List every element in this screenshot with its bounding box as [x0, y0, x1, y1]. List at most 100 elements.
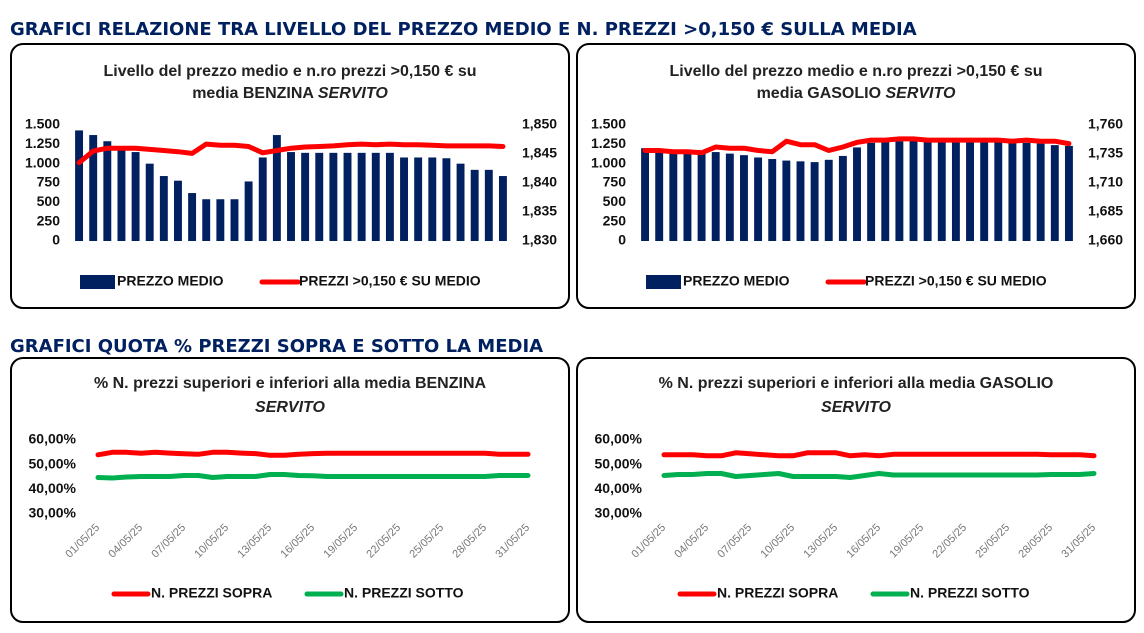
bar — [400, 157, 408, 241]
y-tick-label: 0 — [52, 232, 60, 248]
bar — [683, 151, 692, 241]
bar — [343, 152, 352, 241]
x-tick-label: 13/05/25 — [235, 522, 274, 561]
y2-tick-label: 1,660 — [1088, 232, 1123, 248]
bar — [867, 142, 876, 241]
bar — [768, 159, 777, 241]
x-tick-label: 07/05/25 — [149, 522, 188, 561]
section-heading: GRAFICI RELAZIONE TRA LIVELLO DEL PREZZO… — [10, 19, 917, 40]
line — [661, 471, 1097, 480]
y-tick-label: 250 — [603, 212, 627, 228]
bar — [202, 199, 211, 241]
bar — [244, 181, 253, 241]
bar — [711, 152, 720, 241]
y-tick-label: 0 — [618, 232, 626, 248]
x-tick-label: 16/05/25 — [278, 522, 317, 561]
legend-label: PREZZO MEDIO — [117, 273, 224, 289]
legend-label: PREZZI >0,150 € SU MEDIO — [865, 273, 1047, 289]
bar — [188, 193, 197, 241]
y2-tick-label: 1,710 — [1088, 174, 1123, 190]
x-tick-label: 31/05/25 — [493, 522, 532, 561]
x-tick-label: 01/05/25 — [629, 522, 668, 561]
legend-label: PREZZO MEDIO — [683, 273, 790, 289]
title-part: Livello del prezzo medio e n.ro prezzi >… — [103, 63, 476, 80]
bar — [796, 161, 805, 241]
y-tick-label: 1.500 — [591, 116, 626, 132]
panel — [10, 357, 570, 623]
x-tick-label: 13/05/25 — [801, 522, 840, 561]
chart-title: % N. prezzi superiori e inferiori alla m… — [659, 375, 1054, 392]
bar — [740, 155, 748, 241]
bar — [697, 152, 706, 241]
bar — [853, 147, 861, 241]
y-tick-label: 40,00% — [595, 480, 643, 496]
y-tick-label: 50,00% — [29, 455, 77, 471]
y-tick-label: 1.500 — [25, 116, 60, 132]
x-tick-label: 01/05/25 — [63, 522, 102, 561]
y-tick-label: 1.250 — [591, 135, 626, 151]
y-tick-label: 750 — [37, 174, 61, 190]
bar — [89, 135, 98, 241]
title-part: Livello del prezzo medio e n.ro prezzi >… — [669, 63, 1042, 80]
chart-title: % N. prezzi superiori e inferiori alla m… — [94, 375, 487, 392]
bar — [994, 142, 1003, 241]
bar — [145, 163, 154, 241]
bar — [75, 130, 84, 241]
x-tick-label: 16/05/25 — [844, 522, 883, 561]
bar — [301, 152, 310, 241]
y-tick-label: 1.000 — [591, 154, 626, 170]
y-tick-label: 500 — [603, 193, 627, 209]
panel — [576, 43, 1136, 309]
legend-swatch — [80, 275, 115, 289]
bar — [159, 176, 168, 241]
legend-label: N. PREZZI SOPRA — [717, 585, 838, 601]
section-heading: GRAFICI QUOTA % PREZZI SOPRA E SOTTO LA … — [10, 336, 543, 357]
bar — [655, 149, 664, 241]
y-tick-label: 50,00% — [595, 455, 643, 471]
x-tick-label: 04/05/25 — [672, 522, 711, 561]
line — [642, 136, 1072, 156]
bar — [669, 150, 678, 241]
bar — [216, 199, 225, 241]
y2-tick-label: 1,760 — [1088, 116, 1123, 132]
y2-tick-label: 1,735 — [1088, 145, 1123, 161]
bar — [484, 169, 493, 241]
bar — [357, 152, 366, 241]
legend-swatch — [646, 275, 681, 289]
y-tick-label: 750 — [603, 174, 627, 190]
bar — [951, 140, 960, 241]
bar — [131, 152, 140, 241]
bar — [923, 140, 932, 241]
line — [76, 141, 506, 166]
bar — [287, 152, 295, 241]
bar — [103, 141, 112, 241]
legend-label: N. PREZZI SOTTO — [910, 585, 1030, 601]
bar — [725, 153, 734, 241]
bar — [1050, 145, 1059, 241]
line — [95, 449, 531, 458]
chart-title: Livello del prezzo medio e n.ro prezzi >… — [103, 63, 476, 80]
y2-tick-label: 1,835 — [522, 203, 557, 219]
line — [661, 450, 1097, 459]
x-tick-label: 22/05/25 — [930, 522, 969, 561]
legend-label: N. PREZZI SOPRA — [151, 585, 272, 601]
bar — [980, 141, 989, 241]
bar — [456, 163, 465, 241]
y-tick-label: 30,00% — [595, 505, 643, 521]
bar — [782, 160, 791, 241]
bar — [371, 152, 380, 241]
bar — [258, 157, 267, 241]
title-part: media GASOLIO — [757, 85, 886, 102]
title-part: % N. prezzi superiori e inferiori alla m… — [659, 375, 1054, 392]
bar — [329, 152, 338, 241]
bar — [117, 148, 126, 241]
x-tick-label: 25/05/25 — [407, 522, 446, 561]
title-part: % N. prezzi superiori e inferiori alla m… — [94, 375, 487, 392]
y-tick-label: 60,00% — [595, 431, 643, 447]
bar — [810, 162, 819, 241]
chart-title: Livello del prezzo medio e n.ro prezzi >… — [669, 63, 1042, 80]
panel — [10, 43, 570, 309]
bar — [909, 140, 918, 241]
bar — [1064, 145, 1073, 241]
line — [95, 472, 531, 481]
